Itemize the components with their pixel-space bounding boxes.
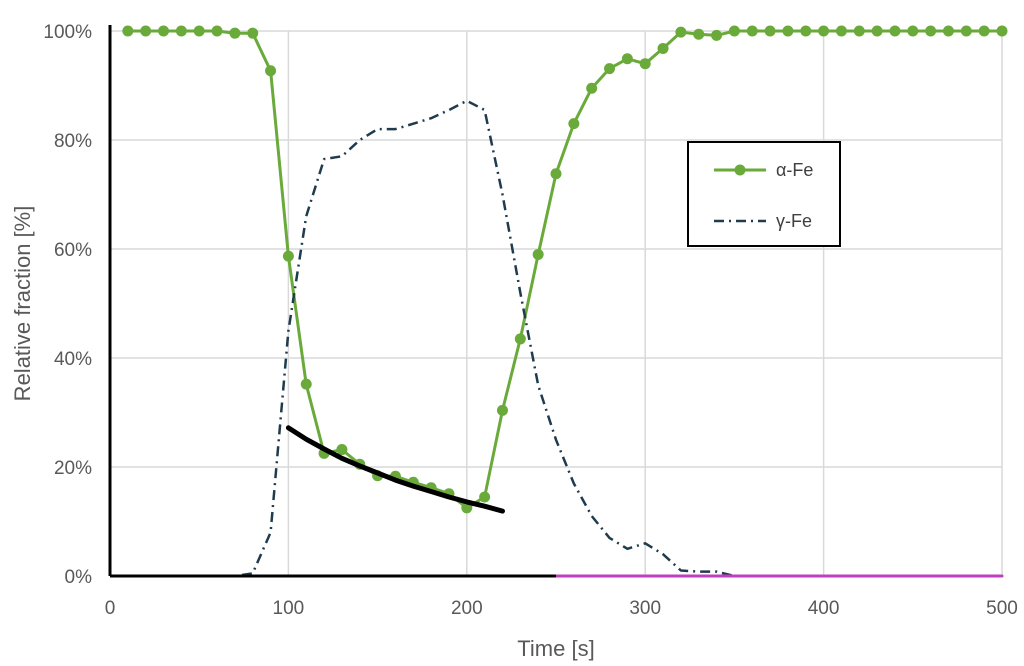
alpha-fe-point (586, 82, 598, 94)
y-tick-label: 80% (54, 131, 92, 152)
alpha-fe-point (229, 27, 241, 39)
alpha-fe-point (657, 42, 669, 54)
alpha-fe-point (265, 65, 277, 77)
alpha-fe-point (746, 25, 758, 37)
x-tick-label: 400 (808, 598, 840, 619)
axes (108, 25, 1002, 578)
alpha-fe-point (978, 25, 990, 37)
alpha-fe-point (479, 491, 491, 503)
alpha-fe-point (158, 25, 170, 37)
alpha-fe-point (925, 25, 937, 37)
alpha-fe-point (122, 25, 134, 37)
alpha-fe-point (300, 378, 312, 390)
grid-lines (110, 30, 1003, 576)
alpha-fe-point (853, 25, 865, 37)
y-axis-title: Relative fraction [%] (10, 206, 35, 402)
legend-label-alpha-fe: α-Fe (776, 160, 813, 180)
alpha-fe-point (496, 404, 508, 416)
series-layer (110, 25, 1008, 578)
alpha-fe-point (175, 25, 187, 37)
legend: α-Fe γ-Fe (687, 141, 841, 247)
alpha-fe-point (247, 27, 259, 39)
alpha-fe-point (675, 26, 687, 38)
x-tick-label: 300 (629, 598, 661, 619)
alpha-fe-point (693, 28, 705, 40)
alpha-fe-point (818, 25, 830, 37)
alpha-fe-point (639, 58, 651, 70)
alpha-fe-point (871, 25, 883, 37)
y-tick-label: 40% (54, 349, 92, 370)
alpha-fe-point (604, 63, 616, 75)
y-tick-label: 60% (54, 240, 92, 261)
alpha-fe-point (336, 444, 348, 456)
y-tick-label: 0% (65, 567, 93, 588)
alpha-fe-point (621, 53, 633, 65)
alpha-fe-point (514, 333, 526, 345)
alpha-fe-point (532, 248, 544, 260)
alpha-fe-line (126, 29, 1004, 510)
y-tick-label: 20% (54, 458, 92, 479)
x-axis-title: Time [s] (517, 636, 594, 661)
alpha-fe-point (140, 25, 152, 37)
gamma-fe-line (110, 99, 1002, 578)
alpha-fe-point (193, 25, 205, 37)
x-tick-label: 500 (986, 598, 1018, 619)
alpha-fe-point (711, 29, 723, 41)
alpha-fe-point (211, 25, 223, 37)
alpha-fe-point (282, 250, 294, 262)
alpha-fe-point (942, 25, 954, 37)
alpha-fe-point (728, 25, 740, 37)
legend-label-gamma-fe: γ-Fe (776, 211, 812, 231)
alpha-fe-point (889, 25, 901, 37)
alpha-fe-point (764, 25, 776, 37)
legend-marker-alpha-fe (734, 164, 746, 176)
x-tick-label: 100 (273, 598, 305, 619)
alpha-fe-point (996, 25, 1008, 37)
x-tick-label: 200 (451, 598, 483, 619)
alpha-fe-point (835, 25, 847, 37)
fit-curve-line (285, 425, 505, 514)
alpha-fe-point (568, 118, 580, 130)
alpha-fe-point (907, 25, 919, 37)
x-tick-label: 0 (105, 598, 116, 619)
tick-labels: 0% 20% 40% 60% 80% 100% 0 100 200 300 400 500 (43, 22, 1017, 619)
alpha-fe-point (782, 25, 794, 37)
y-tick-label: 100% (43, 22, 92, 43)
alpha-fe-point (550, 168, 562, 180)
legend-box (687, 141, 841, 247)
alpha-fe-point (960, 25, 972, 37)
alpha-fe-point (800, 25, 812, 37)
